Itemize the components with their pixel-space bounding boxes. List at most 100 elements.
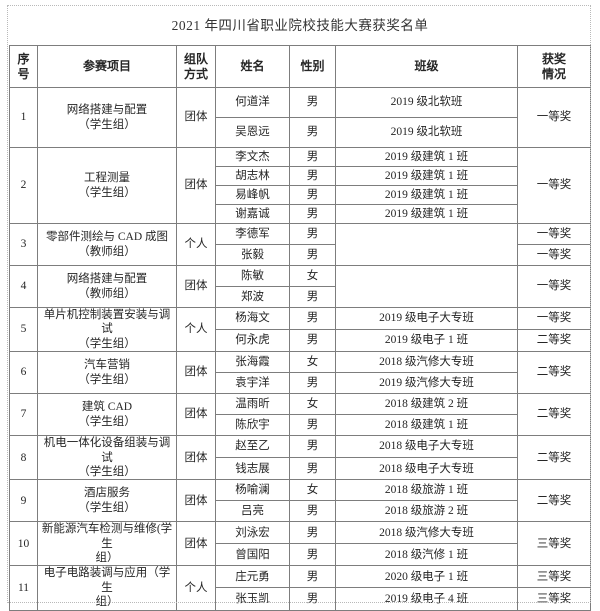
- cell-class: 2018 级汽修大专班: [335, 521, 518, 545]
- project-name: 汽车营销: [84, 359, 130, 372]
- cell-gender: 男: [289, 329, 336, 353]
- cell-award: 二等奖: [517, 435, 591, 481]
- cell-project: 酒店服务 （学生组）: [37, 479, 177, 523]
- cell-name: 陈敏: [215, 265, 290, 287]
- project-group-label: （教师组）: [78, 245, 136, 258]
- cell-team-type: 团体: [176, 435, 216, 481]
- table-row: 1 网络搭建与配置 （学生组） 团体 何道洋男 2019 级北软班 一等奖: [9, 87, 591, 148]
- cell-award: 二等奖: [517, 393, 591, 437]
- cell-class: 2019 级北软班: [335, 117, 518, 148]
- cell-name: 李德军: [215, 223, 290, 245]
- cell-project: 机电一体化设备组装与调试 （学生组）: [37, 435, 177, 481]
- cell-award: 一等奖: [517, 223, 591, 245]
- page-title: 2021 年四川省职业院校技能大赛获奖名单: [171, 18, 429, 33]
- table-row: 张毅男一等奖: [10, 244, 591, 266]
- cell-project: 建筑 CAD （学生组）: [37, 393, 177, 437]
- project-name: 机电一体化设备组装与调试: [43, 437, 171, 464]
- cell-team-type: 个人: [176, 223, 216, 266]
- column-header: 性别: [289, 45, 336, 88]
- cell-class: 2019 级北软班: [335, 87, 518, 118]
- column-header: 姓名: [215, 45, 290, 88]
- cell-class: 2018 级电子大专班: [335, 435, 518, 459]
- cell-name: 何道洋: [215, 87, 290, 118]
- table-row: 吴恩远男 2019 级北软班: [10, 117, 591, 148]
- table-row: 6 汽车营销 （学生组） 团体 张海霞女 2018 级汽修大专班 二等奖: [9, 351, 591, 395]
- project-name: 单片机控制装置安装与调试: [43, 309, 171, 336]
- column-header: 组队 方式: [176, 45, 216, 88]
- cell-team-type: 团体: [176, 87, 216, 148]
- cell-class: [335, 223, 518, 266]
- table-row: 钱志展男 2018 级电子大专班: [10, 457, 591, 481]
- cell-no: 2: [9, 147, 38, 224]
- cell-gender: 男: [289, 435, 336, 459]
- table-row: 7 建筑 CAD （学生组） 团体 温雨昕女 2018 级建筑 2 班二等奖: [9, 393, 591, 437]
- cell-no: 6: [9, 351, 38, 395]
- table-row: 胡志林男 2019 级建筑 1 班: [10, 166, 591, 186]
- table-row: 何永虎男 2019 级电子 1 班二等奖: [10, 329, 591, 353]
- cell-class: 2018 级旅游 1 班: [335, 479, 518, 502]
- project-group-label: （学生组）: [78, 373, 136, 386]
- cell-project: 网络搭建与配置 （教师组）: [37, 265, 177, 308]
- cell-project: 单片机控制装置安装与调试 （学生组）: [37, 306, 177, 353]
- cell-no: 5: [9, 306, 38, 353]
- cell-no: 10: [9, 521, 38, 567]
- cell-class: 2019 级建筑 1 班: [335, 185, 518, 205]
- column-header: 班级: [335, 45, 518, 88]
- project-group-label: （学生组）: [78, 415, 136, 428]
- cell-award: 二等奖: [517, 351, 591, 395]
- cell-project: 汽车营销 （学生组）: [37, 351, 177, 395]
- table-row: 袁宇洋男 2019 级汽修大专班: [10, 372, 591, 395]
- cell-award: 二等奖: [517, 479, 591, 523]
- cell-team-type: 团体: [176, 351, 216, 395]
- cell-project: 网络搭建与配置 （学生组）: [37, 87, 177, 148]
- cell-team-type: 团体: [176, 393, 216, 437]
- cell-team-type: 个人: [176, 306, 216, 353]
- cell-award: 三等奖: [517, 565, 591, 589]
- table-row: 曾国阳男 2018 级汽修 1 班: [10, 543, 591, 567]
- project-name: 网络搭建与配置: [66, 104, 148, 117]
- table-row: 8 机电一体化设备组装与调试 （学生组） 团体 赵至乙男 2018 级电子大专班 二等奖: [9, 435, 591, 481]
- cell-class: 2020 级电子 1 班: [335, 565, 518, 589]
- cell-award: 一等奖: [517, 244, 591, 266]
- cell-class: 2018 级汽修 1 班: [335, 543, 518, 567]
- cell-name: 刘泳宏: [215, 521, 290, 545]
- cell-class: 2018 级汽修大专班: [335, 351, 518, 374]
- cell-name: 庄元勇: [215, 565, 290, 589]
- project-group-label: （学生组）: [78, 186, 136, 199]
- project-name: 零部件测绘与 CAD 成图: [45, 231, 169, 244]
- cell-name: 陈欣宇: [215, 414, 290, 437]
- cell-name: 胡志林: [215, 166, 290, 186]
- table-header-row: 序 号参赛项目 组队 方式 姓名 性别 班级 获奖 情况: [9, 45, 591, 88]
- cell-name: 钱志展: [215, 457, 290, 481]
- cell-award: 一等奖: [517, 306, 591, 331]
- project-name: 网络搭建与配置: [66, 273, 148, 286]
- table-row: 5 单片机控制装置安装与调试 （学生组） 个人 杨海文男 2019 级电子大专班 一等奖: [9, 306, 591, 353]
- table-row: 郑波男: [10, 286, 591, 308]
- project-group-label: （学生组）: [78, 465, 136, 478]
- cell-name: 吕亮: [215, 500, 290, 523]
- cell-class: 2019 级建筑 1 班: [335, 147, 518, 167]
- cell-class: 2019 级汽修大专班: [335, 372, 518, 395]
- cell-name: 易峰帆: [215, 185, 290, 205]
- cell-class: 2019 级电子 1 班: [335, 329, 518, 353]
- cell-no: 4: [9, 265, 38, 308]
- cell-name: 温雨昕: [215, 393, 290, 416]
- cell-award: 二等奖: [517, 329, 591, 353]
- project-group-label: （学生组）: [78, 501, 136, 514]
- project-group-label: （教师组）: [78, 287, 136, 300]
- cell-class: 2019 级电子大专班: [335, 306, 518, 331]
- cell-name: 张毅: [215, 244, 290, 266]
- project-name: 建筑 CAD: [81, 401, 133, 414]
- project-group-label: 组）: [95, 552, 119, 564]
- table-row: 3 零部件测绘与 CAD 成图 （教师组） 个人 李德军男一等奖: [9, 223, 591, 266]
- cell-class: 2018 级电子大专班: [335, 457, 518, 481]
- project-group-label: （学生组）: [78, 337, 136, 350]
- page-text-boundary: [7, 5, 591, 603]
- column-header: 获奖 情况: [517, 45, 591, 88]
- project-name: 工程测量: [84, 172, 130, 185]
- cell-gender: 男: [289, 87, 336, 118]
- cell-name: 郑波: [215, 286, 290, 308]
- project-group-label: （学生组）: [78, 118, 136, 131]
- project-name: 酒店服务: [84, 487, 130, 500]
- project-name: 电子电路装调与应用（学生: [43, 567, 171, 594]
